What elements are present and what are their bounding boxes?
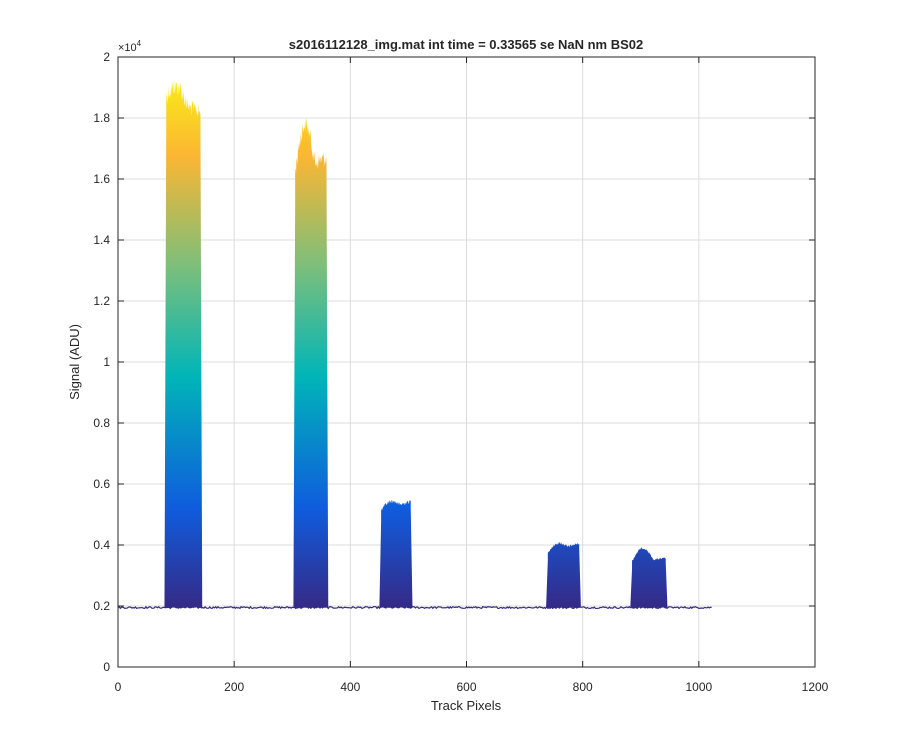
y-tick-label: 0.8	[93, 416, 110, 430]
x-tick-label: 1000	[685, 680, 712, 694]
signal-peak-5	[630, 547, 668, 608]
x-tick-label: 800	[573, 680, 593, 694]
x-tick-labels: 0 200 400 600 800 1000 1200	[115, 680, 829, 694]
chart-title: s2016112128_img.mat int time = 0.33565 s…	[289, 37, 643, 52]
signal-series	[118, 78, 712, 610]
y-tick-labels: 0 0.2 0.4 0.6 0.8 1 1.2 1.4 1.6 1.8 2	[93, 50, 110, 674]
signal-peak-1	[164, 78, 203, 608]
signal-peak-3	[379, 499, 413, 608]
y-tick-label: 0.2	[93, 599, 110, 613]
y-tick-label: 1.4	[93, 233, 110, 247]
y-tick-label: 1.8	[93, 111, 110, 125]
y-tick-label: 0.6	[93, 477, 110, 491]
grid-lines	[118, 57, 815, 667]
signal-baseline	[118, 605, 712, 610]
y-tick-label: 1.2	[93, 294, 110, 308]
y-tick-label: 0.4	[93, 538, 110, 552]
y-exponent-label: ×104	[118, 39, 142, 54]
x-tick-label: 200	[224, 680, 244, 694]
signal-peak-2	[293, 117, 329, 608]
y-tick-label: 1	[103, 355, 110, 369]
x-tick-label: 400	[340, 680, 360, 694]
x-tick-label: 1200	[802, 680, 829, 694]
y-tick-label: 2	[103, 50, 110, 64]
signal-peak-4	[546, 542, 581, 608]
y-tick-label: 0	[103, 660, 110, 674]
x-tick-label: 0	[115, 680, 122, 694]
y-tick-label: 1.6	[93, 172, 110, 186]
y-axis-label: Signal (ADU)	[67, 324, 82, 400]
axis-ticks	[117, 56, 816, 668]
x-axis-label: Track Pixels	[431, 698, 502, 713]
x-tick-label: 600	[456, 680, 476, 694]
